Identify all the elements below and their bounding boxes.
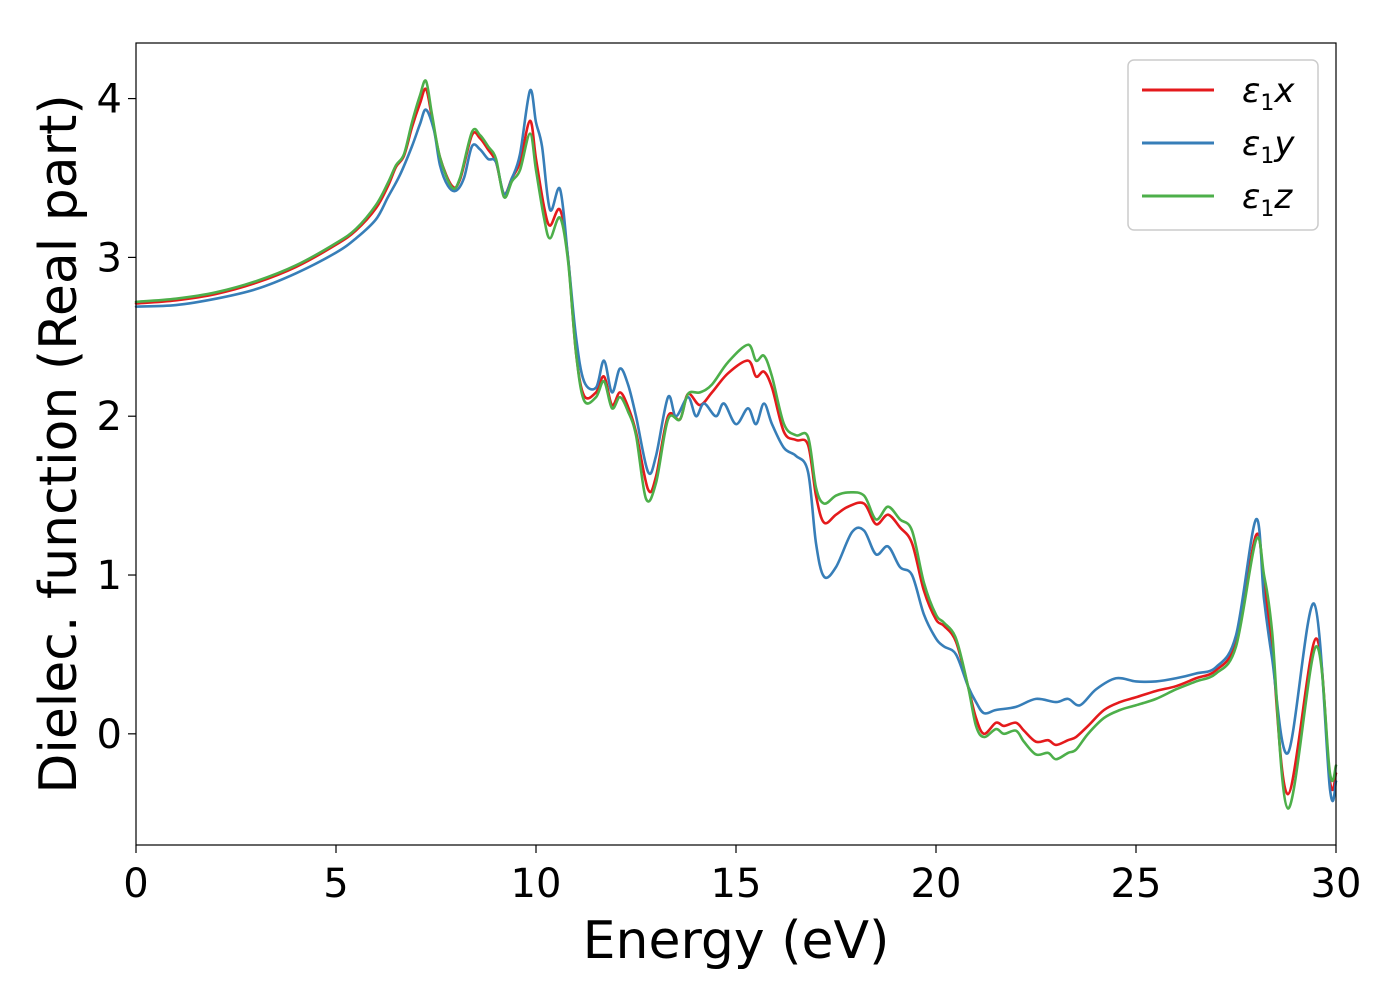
x-tick-label: 25	[1111, 861, 1162, 907]
y-tick-label: 4	[97, 77, 122, 123]
y-tick-label: 0	[97, 712, 122, 758]
legend-label-z: ε1z	[1242, 177, 1293, 222]
x-tick-label: 30	[1311, 861, 1362, 907]
legend-label-y: ε1y	[1242, 124, 1295, 169]
legend-symbol: ε	[1242, 177, 1260, 217]
y-tick-label: 3	[97, 235, 122, 281]
legend-symbol: ε	[1242, 71, 1260, 111]
x-tick-label: 15	[711, 861, 762, 907]
x-tick-label: 0	[123, 861, 148, 907]
legend-frame	[1127, 59, 1319, 231]
x-axis-ticks: 0 5 10 15 20 25 30	[123, 845, 1361, 907]
y-tick-label: 2	[97, 394, 122, 440]
legend-subscript: 1	[1260, 144, 1274, 169]
legend-subscript: 1	[1260, 197, 1274, 222]
y-tick-label: 1	[97, 553, 122, 599]
series-line-z	[134, 79, 1338, 810]
legend-label-x: ε1x	[1242, 71, 1295, 116]
series-layer	[134, 79, 1338, 810]
x-axis-label: Energy (eV)	[583, 911, 890, 971]
series-line-y	[134, 88, 1338, 803]
y-axis-ticks: 0 1 2 3 4	[97, 77, 136, 758]
legend-subscript: 1	[1260, 91, 1274, 116]
legend-symbol: ε	[1242, 124, 1260, 164]
legend-suffix: z	[1273, 177, 1293, 217]
x-tick-label: 20	[911, 861, 962, 907]
y-axis-label: Dielec. function (Real part)	[29, 94, 89, 793]
x-tick-label: 5	[323, 861, 348, 907]
x-tick-label: 10	[511, 861, 562, 907]
legend-suffix: x	[1273, 71, 1295, 111]
legend-suffix: y	[1273, 124, 1295, 164]
